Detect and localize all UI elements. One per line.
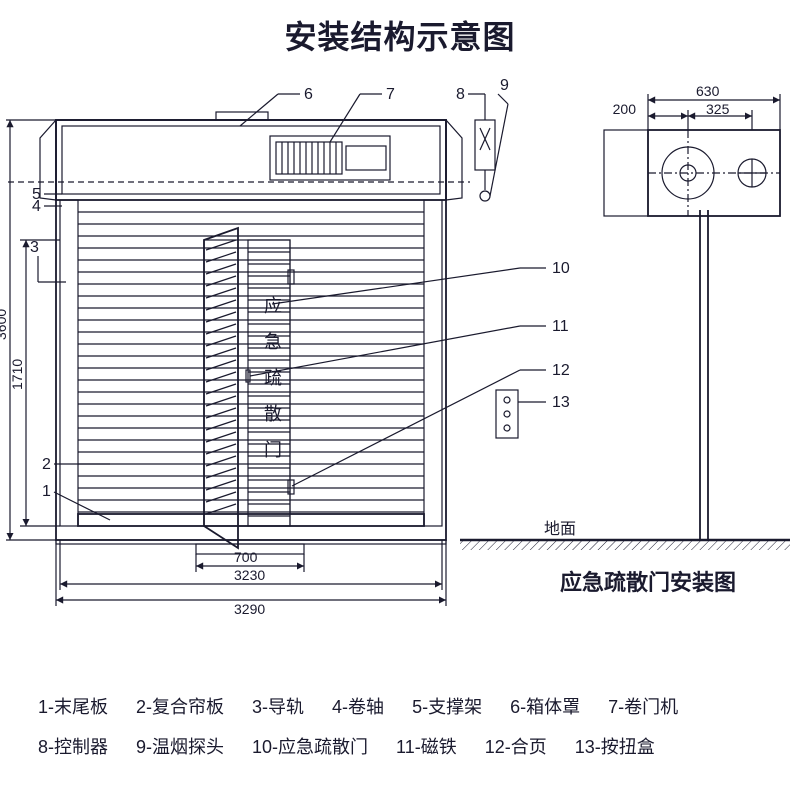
- dim-1710: 1710: [9, 359, 25, 390]
- legend-item: 13-按扭盒: [575, 728, 655, 768]
- dim-3290: 3290: [234, 601, 265, 617]
- callout-10: 10: [552, 260, 570, 277]
- dim-325: 325: [706, 101, 730, 117]
- callout-13: 13: [552, 394, 570, 411]
- callout-3: 3: [30, 239, 39, 256]
- legend-item: 2-复合帘板: [136, 688, 224, 728]
- legend-item: 6-箱体罩: [510, 688, 580, 728]
- callout-8: 8: [456, 86, 465, 103]
- legend-item: 4-卷轴: [332, 688, 384, 728]
- legend-item: 9-温烟探头: [136, 728, 224, 768]
- callout-11: 11: [552, 318, 569, 335]
- legend-item: 8-控制器: [38, 728, 108, 768]
- legend: 1-末尾板 2-复合帘板 3-导轨 4-卷轴 5-支撑架 6-箱体罩 7-卷门机…: [38, 688, 762, 767]
- door-char-4: 门: [264, 440, 282, 460]
- diagram-title: 安装结构示意图: [0, 12, 800, 58]
- legend-item: 5-支撑架: [412, 688, 482, 728]
- callout-1: 1: [42, 483, 51, 500]
- dim-3230: 3230: [234, 567, 265, 583]
- callout-2: 2: [42, 456, 51, 473]
- legend-item: 3-导轨: [252, 688, 304, 728]
- callout-6: 6: [304, 86, 313, 103]
- dim-700: 700: [234, 549, 258, 565]
- dim-3600: 3600: [0, 309, 9, 340]
- callout-9: 9: [500, 77, 509, 94]
- legend-item: 11-磁铁: [396, 728, 457, 768]
- ground-label: 地面: [544, 520, 576, 538]
- callout-4: 4: [32, 198, 41, 215]
- legend-item: 1-末尾板: [38, 688, 108, 728]
- door-char-0: 应: [264, 296, 282, 316]
- legend-item: 10-应急疏散门: [252, 728, 368, 768]
- legend-item: 7-卷门机: [608, 688, 678, 728]
- legend-item: 12-合页: [485, 728, 547, 768]
- diagram-canvas: 应 急 疏 散 门 6 7 8 9 5 4 3 2 1 10: [0, 70, 800, 660]
- door-char-1: 急: [264, 332, 282, 352]
- callout-7: 7: [386, 86, 395, 103]
- subtitle: 应急疏散门安装图: [560, 570, 736, 595]
- dim-630: 630: [696, 83, 720, 99]
- door-char-3: 散: [264, 404, 282, 424]
- dim-200: 200: [613, 101, 637, 117]
- callout-12: 12: [552, 362, 570, 379]
